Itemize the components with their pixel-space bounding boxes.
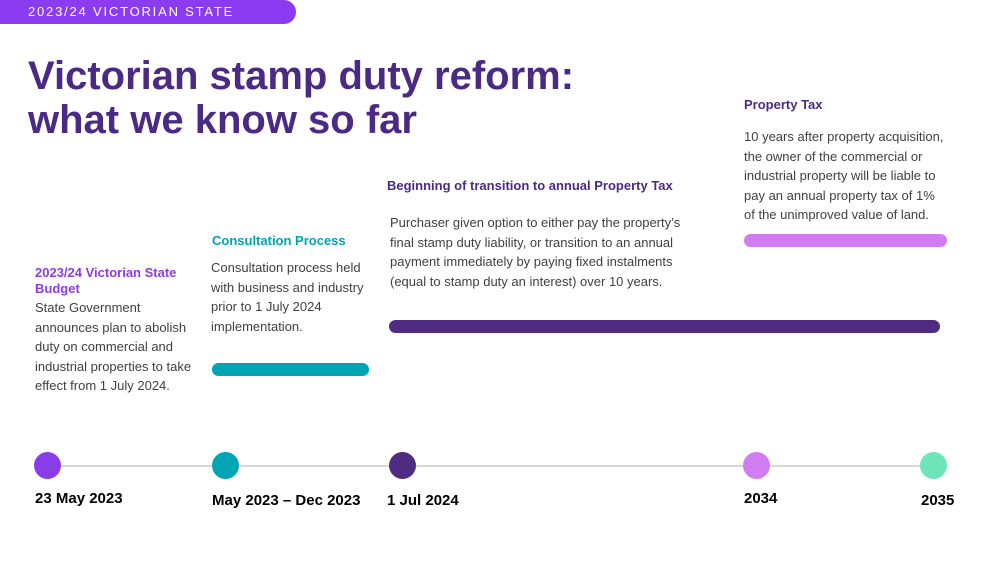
page-title: Victorian stamp duty reform: what we kno… [28,54,628,142]
transition-period-bar [389,320,940,333]
milestone-consultation-heading: Consultation Process [212,233,382,249]
milestone-consultation-body: Consultation process held with business … [211,258,366,336]
milestone-budget-heading: 2023/24 Victorian State Budget [35,265,195,297]
timeline-dot-consultation [212,452,239,479]
timeline-dot-1-jul-2024 [389,452,416,479]
budget-tag: 2023/24 VICTORIAN STATE BUDGET [0,0,296,24]
milestone-property-tax-body: 10 years after property acquisition, the… [744,127,949,225]
timeline-date-consultation: May 2023 – Dec 2023 [212,492,360,509]
milestone-property-tax-heading: Property Tax [744,97,944,113]
page-title-line-2: what we know so far [28,98,628,142]
property-tax-bar [744,234,947,247]
timeline-date-2035: 2035 [921,492,954,509]
timeline-dot-23-may-2023 [34,452,61,479]
timeline-axis [48,465,934,467]
timeline-date-2034: 2034 [744,490,777,507]
timeline-date-23-may-2023: 23 May 2023 [35,490,123,507]
milestone-transition-body: Purchaser given option to either pay the… [390,213,682,291]
milestone-budget-body: State Government announces plan to aboli… [35,298,195,396]
timeline-dot-2034 [743,452,770,479]
milestone-transition-heading: Beginning of transition to annual Proper… [387,178,707,194]
timeline-dot-2035 [920,452,947,479]
page-title-line-1: Victorian stamp duty reform: [28,54,628,98]
timeline-date-1-jul-2024: 1 Jul 2024 [387,492,459,509]
consultation-period-bar [212,363,369,376]
